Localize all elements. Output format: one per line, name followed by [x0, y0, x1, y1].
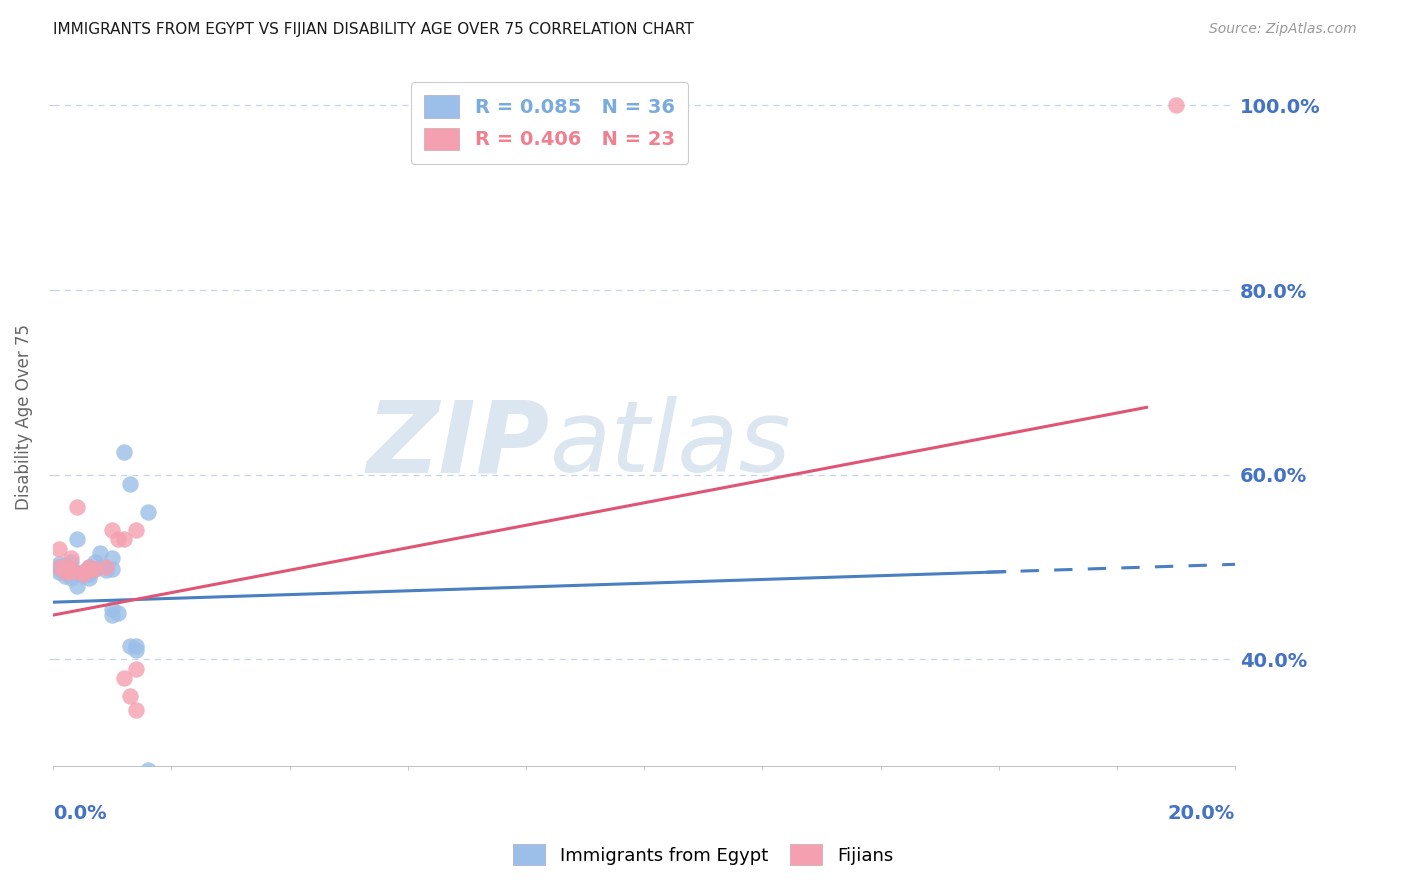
Point — [66, 500, 89, 514]
Point — [59, 556, 82, 570]
Text: 20.0%: 20.0% — [1168, 805, 1236, 823]
Point — [59, 571, 82, 585]
Point — [48, 565, 70, 579]
Point — [118, 477, 141, 491]
Point — [83, 556, 105, 570]
Point — [112, 533, 135, 547]
Point — [53, 560, 76, 574]
Point — [48, 560, 70, 574]
Point — [136, 505, 159, 519]
Point — [77, 571, 100, 585]
Point — [77, 562, 100, 576]
Point — [96, 563, 118, 577]
Point — [48, 562, 70, 576]
Point — [101, 601, 124, 615]
Point — [77, 560, 100, 574]
Text: ZIP: ZIP — [367, 396, 550, 493]
Point — [136, 763, 159, 777]
Point — [125, 703, 148, 717]
Point — [96, 560, 118, 574]
Point — [48, 560, 70, 574]
Point — [1164, 98, 1187, 112]
Point — [118, 639, 141, 653]
Point — [48, 558, 70, 572]
Point — [101, 608, 124, 623]
Point — [118, 690, 141, 704]
Point — [125, 662, 148, 676]
Point — [83, 562, 105, 576]
Legend: Immigrants from Egypt, Fijians: Immigrants from Egypt, Fijians — [506, 837, 900, 872]
Point — [66, 533, 89, 547]
Point — [53, 565, 76, 579]
Point — [77, 563, 100, 577]
Point — [96, 560, 118, 574]
Point — [53, 565, 76, 579]
Text: 0.0%: 0.0% — [53, 805, 107, 823]
Y-axis label: Disability Age Over 75: Disability Age Over 75 — [15, 324, 32, 510]
Legend: R = 0.085   N = 36, R = 0.406   N = 23: R = 0.085 N = 36, R = 0.406 N = 23 — [411, 82, 689, 163]
Point — [59, 565, 82, 579]
Point — [77, 560, 100, 574]
Point — [101, 550, 124, 565]
Point — [59, 562, 82, 576]
Point — [89, 560, 111, 574]
Point — [83, 562, 105, 576]
Text: Source: ZipAtlas.com: Source: ZipAtlas.com — [1209, 22, 1357, 37]
Point — [77, 567, 100, 582]
Point — [112, 444, 135, 458]
Point — [125, 639, 148, 653]
Point — [125, 523, 148, 537]
Point — [125, 643, 148, 657]
Point — [107, 607, 129, 621]
Point — [48, 541, 70, 556]
Text: atlas: atlas — [550, 396, 792, 493]
Point — [66, 578, 89, 592]
Point — [53, 569, 76, 583]
Point — [59, 562, 82, 576]
Point — [101, 562, 124, 576]
Point — [72, 567, 94, 582]
Text: IMMIGRANTS FROM EGYPT VS FIJIAN DISABILITY AGE OVER 75 CORRELATION CHART: IMMIGRANTS FROM EGYPT VS FIJIAN DISABILI… — [53, 22, 695, 37]
Point — [101, 523, 124, 537]
Point — [112, 671, 135, 685]
Point — [53, 558, 76, 573]
Point — [59, 550, 82, 565]
Point — [89, 546, 111, 560]
Point — [72, 565, 94, 579]
Point — [72, 569, 94, 583]
Point — [72, 565, 94, 579]
Point — [107, 533, 129, 547]
